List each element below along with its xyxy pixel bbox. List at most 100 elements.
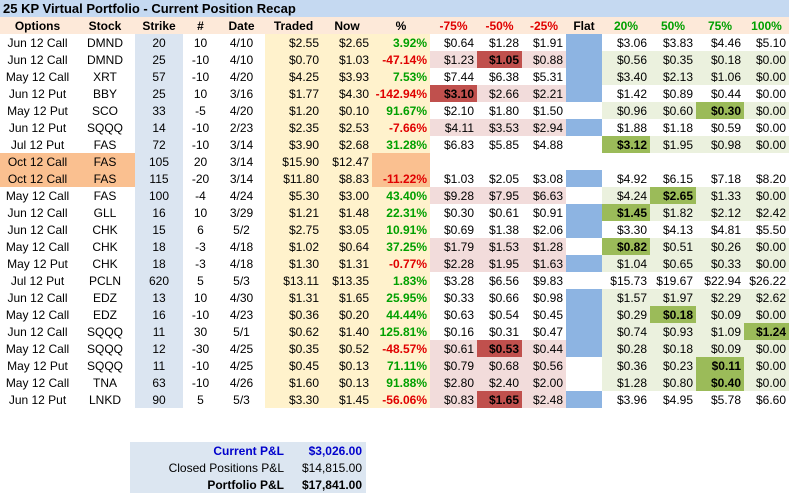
data-cell: 5/1 xyxy=(233,324,250,339)
data-cell: $3.00 xyxy=(322,187,372,204)
data-cell: Jun 12 Call xyxy=(7,324,68,339)
flat-cell xyxy=(566,255,602,272)
data-cell: $0.82 xyxy=(602,238,650,255)
data-cell: $7.18 xyxy=(710,171,741,186)
data-cell: 4/30 xyxy=(229,290,254,305)
data-cell: $0.63 xyxy=(443,307,474,322)
data-cell: $0.91 xyxy=(532,205,563,220)
data-cell: $0.88 xyxy=(522,51,566,68)
data-cell: $0.23 xyxy=(650,357,696,374)
data-cell: FAS xyxy=(93,188,117,203)
summary-row: Portfolio P&L $17,841.00 xyxy=(130,476,366,493)
data-cell: $0.56 xyxy=(602,51,650,68)
data-cell: $4.95 xyxy=(662,392,693,407)
data-cell xyxy=(430,153,477,170)
data-cell: $26.22 xyxy=(749,273,786,288)
summary-row: Current P&L $3,026.00 xyxy=(130,442,366,459)
data-cell: $0.61 xyxy=(430,340,477,357)
position-row: Jun 12 Put LNKD 90 5 5/3 $3.30 $1.45 -56.06% $0.… xyxy=(0,391,789,408)
data-cell: 4/10 xyxy=(229,35,254,50)
data-cell: $0.68 xyxy=(477,357,522,374)
data-cell: Jun 12 Call xyxy=(7,35,68,50)
data-cell: $0.64 xyxy=(443,35,474,50)
header-cell: -25% xyxy=(522,17,566,34)
data-cell: -56.06% xyxy=(372,391,430,408)
data-cell: $1.09 xyxy=(696,323,744,340)
data-cell: $6.63 xyxy=(522,187,566,204)
data-cell: 3/14 xyxy=(229,154,254,169)
data-cell: -3 xyxy=(195,256,206,271)
data-cell: $3.93 xyxy=(322,68,372,85)
data-cell: PCLN xyxy=(88,273,121,288)
data-cell: 5 xyxy=(197,273,204,288)
data-cell: 57 xyxy=(135,68,183,85)
data-cell: $0.64 xyxy=(322,238,372,255)
data-cell: 25.95% xyxy=(372,289,430,306)
data-cell: $2.55 xyxy=(265,34,322,51)
data-cell: $1.42 xyxy=(616,86,647,101)
data-cell: -10 xyxy=(191,358,210,373)
position-row: May 12 Call CHK 18 -3 4/18 $1.02 $0.64 37.25% $1… xyxy=(0,238,789,255)
data-cell: $1.97 xyxy=(650,289,696,306)
data-cell: 5 xyxy=(197,392,204,407)
data-cell: 44.44% xyxy=(372,306,430,323)
data-cell: $0.44 xyxy=(522,340,566,357)
data-cell: May 12 Put xyxy=(7,256,68,271)
header-cell: Flat xyxy=(566,17,602,34)
header-cell: Now xyxy=(322,17,372,34)
data-cell: -5 xyxy=(195,103,206,118)
data-cell: $0.31 xyxy=(488,324,519,339)
data-cell: $1.03 xyxy=(443,171,474,186)
data-cell: $5.10 xyxy=(755,35,786,50)
data-cell: $0.30 xyxy=(696,102,744,119)
data-cell: $0.13 xyxy=(322,374,372,391)
data-cell: $0.56 xyxy=(522,357,566,374)
data-cell: May 12 Call xyxy=(5,341,70,356)
data-cell: 91.67% xyxy=(372,102,430,119)
data-cell: $3.06 xyxy=(616,35,647,50)
flat-cell xyxy=(566,306,602,323)
data-cell: 22.31% xyxy=(372,204,430,221)
data-cell: $3.53 xyxy=(477,119,522,136)
data-cell: $2.80 xyxy=(430,374,477,391)
data-cell xyxy=(372,153,430,170)
data-cell: $2.10 xyxy=(443,103,474,118)
data-cell: 5/3 xyxy=(233,273,250,288)
data-cell: -10 xyxy=(191,137,210,152)
data-cell: -10 xyxy=(191,375,210,390)
data-cell: $1.88 xyxy=(616,120,647,135)
data-cell: 15 xyxy=(135,221,183,238)
data-cell: $9.83 xyxy=(532,273,563,288)
data-cell: $7.95 xyxy=(477,187,522,204)
flat-cell xyxy=(566,136,602,153)
data-cell: $0.98 xyxy=(696,136,744,153)
data-cell xyxy=(477,153,522,170)
data-cell: $0.60 xyxy=(650,102,696,119)
data-cell: 5/3 xyxy=(233,392,250,407)
data-cell: $13.11 xyxy=(265,272,322,289)
data-cell: $0.69 xyxy=(443,222,474,237)
data-cell: GLL xyxy=(93,205,117,220)
position-row: Jun 12 Call SQQQ 11 30 5/1 $0.62 $1.40 125.81% $… xyxy=(0,323,789,340)
data-cell: XRT xyxy=(93,69,117,84)
data-cell: $0.18 xyxy=(650,340,696,357)
data-cell: EDZ xyxy=(93,307,117,322)
data-cell: FAS xyxy=(75,170,135,187)
data-cell: $1.57 xyxy=(602,289,650,306)
summary-label: Portfolio P&L xyxy=(207,477,284,492)
summary-label: Current P&L xyxy=(213,443,284,458)
data-cell: $1.03 xyxy=(322,51,372,68)
data-cell: 37.25% xyxy=(372,238,430,255)
data-cell: SQQQ xyxy=(86,120,123,135)
header-cell: Traded xyxy=(265,17,322,34)
data-cell: -7.66% xyxy=(372,119,430,136)
flat-cell xyxy=(566,238,602,255)
data-cell: May 12 Put xyxy=(7,358,68,373)
data-cell: 12 xyxy=(135,340,183,357)
data-cell: 63 xyxy=(135,374,183,391)
data-cell: $2.35 xyxy=(265,119,322,136)
data-cell: $1.31 xyxy=(265,289,322,306)
summary-row: Closed Positions P&L $14,815.00 xyxy=(130,459,366,476)
header-cell: # xyxy=(183,17,218,34)
data-cell: $5.31 xyxy=(532,69,563,84)
